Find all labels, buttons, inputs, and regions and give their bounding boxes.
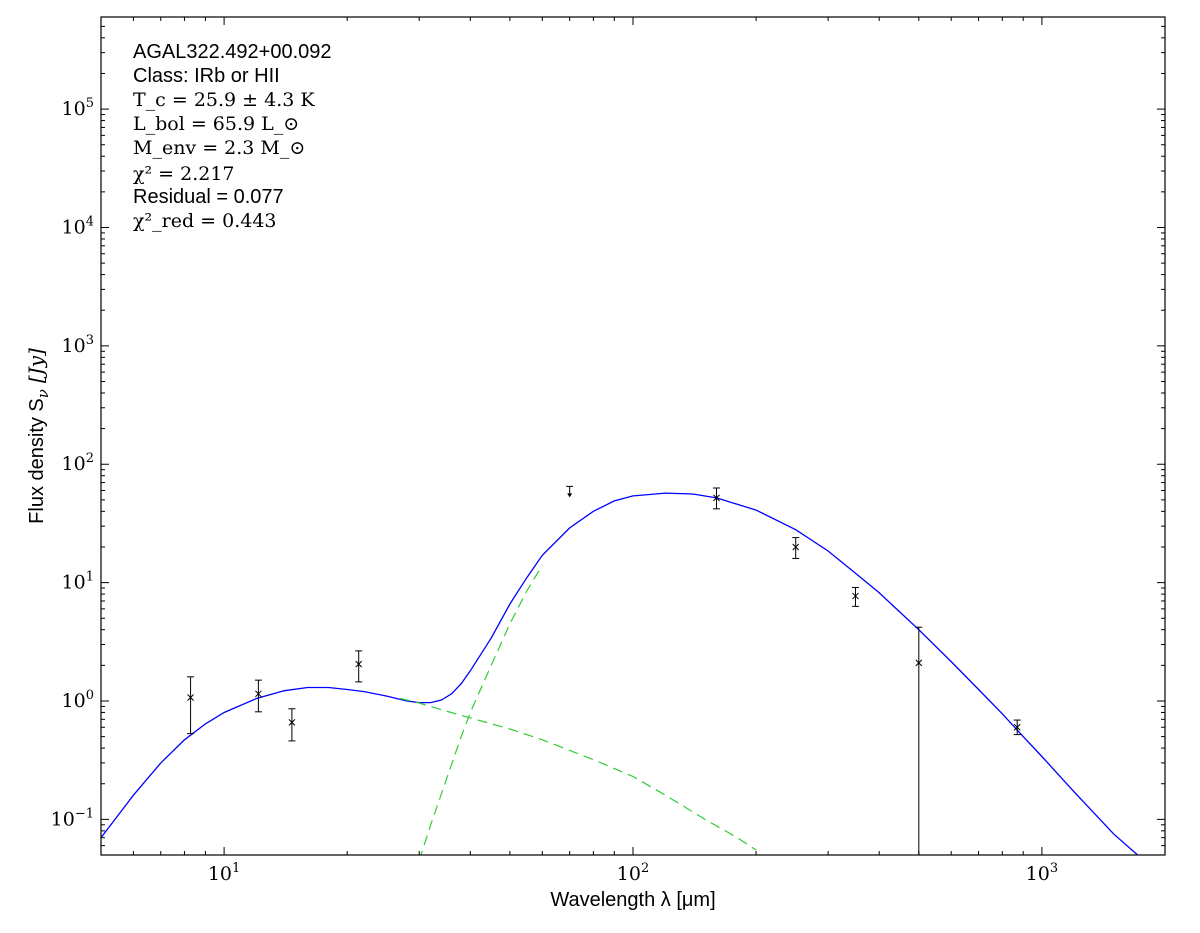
data-point-2 [288, 708, 296, 742]
y-tick-label-4: 103 [62, 333, 94, 357]
upper-limit-0 [566, 485, 574, 498]
point-marker [792, 543, 800, 551]
data-point-1 [254, 679, 262, 713]
model-curves [101, 492, 1139, 855]
upper-limit-arrow [567, 493, 573, 498]
x-tick-label-2: 103 [1026, 861, 1058, 885]
y-tick-label-6: 105 [62, 96, 94, 120]
data-point-5 [792, 537, 800, 559]
y-axis-label: Flux density Sν [Jy] [24, 348, 52, 524]
chi2-label: χ² = 2.217 [133, 163, 235, 185]
fit-annotations: AGAL322.492+00.092 Class: IRb or HII T_c… [133, 41, 332, 232]
data-point-7 [915, 626, 923, 855]
total-model-line-0 [101, 492, 1139, 855]
y-tick-label-1: 100 [62, 688, 94, 712]
menv-label: M_env = 2.3 M_⊙ [133, 137, 305, 159]
y-tick-label-2: 101 [62, 570, 94, 594]
data-points [187, 485, 1021, 855]
component-model-line-2 [420, 564, 543, 855]
x-axis-label: Wavelength λ [μm] [550, 889, 715, 911]
data-point-8 [1013, 719, 1021, 736]
y-tick-label-0: 10−1 [51, 806, 94, 830]
point-marker [713, 494, 720, 502]
plot-frame [100, 16, 1166, 856]
x-tick-label-1: 102 [617, 861, 649, 885]
y-tick-label-3: 102 [62, 451, 94, 475]
component-model-line-1 [400, 697, 757, 851]
y-axis-label-sub: ν [34, 389, 52, 398]
data-point-0 [187, 676, 195, 735]
x-tick-label-0: 101 [208, 861, 240, 885]
point-marker [288, 718, 296, 726]
point-marker [915, 659, 923, 667]
data-point-6 [851, 586, 859, 607]
point-marker [255, 690, 262, 698]
data-point-4 [712, 487, 720, 510]
chi2red-label: χ²_red = 0.443 [133, 210, 277, 232]
point-marker [852, 592, 859, 600]
tc-label: T_c = 25.9 ± 4.3 K [133, 89, 315, 111]
lbol-label: L_bol = 65.9 L_⊙ [133, 113, 299, 135]
axis-ticks: 101 102 103 10−1 100 101 102 103 104 105 [51, 16, 1166, 885]
y-tick-label-5: 104 [62, 214, 94, 238]
y-axis-label-unit: [Jy] [24, 348, 48, 383]
y-axis-label-main: Flux density S [26, 398, 48, 524]
class-label: Class: IRb or HII [133, 65, 280, 87]
point-marker [187, 694, 194, 701]
point-marker [1013, 723, 1021, 731]
residual-label: Residual = 0.077 [133, 186, 284, 208]
point-marker [355, 660, 363, 668]
source-name: AGAL322.492+00.092 [133, 41, 332, 63]
data-point-3 [355, 650, 363, 683]
